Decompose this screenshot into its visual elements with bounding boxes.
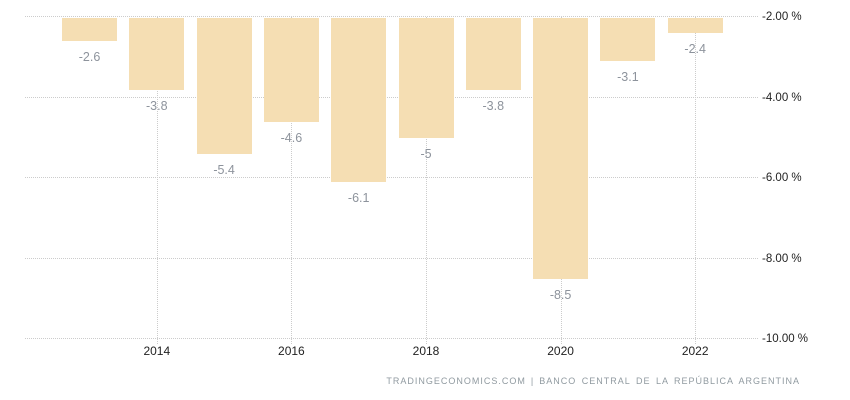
bar-value-label: -3.8 [482,98,505,113]
y-axis-tick-label: -4.00 % [762,91,802,104]
v-gridline [695,17,697,344]
bar-value-label: -8.5 [549,287,572,302]
bar[interactable] [398,18,454,138]
bar-value-label: -4.6 [280,130,303,145]
h-gridline [25,177,758,179]
bar[interactable] [196,18,252,155]
y-axis-tick-label: -2.00 % [762,11,802,23]
bar[interactable] [331,18,387,183]
x-axis-tick-label: 2014 [143,344,171,358]
y-axis-tick-label: -10.00 % [762,333,809,346]
y-axis-tick-label: -8.00 % [762,252,802,265]
h-gridline [25,96,758,98]
bar[interactable] [465,18,521,90]
bar-value-label: -3.1 [617,70,639,85]
bar-value-label: -2.4 [684,42,706,57]
bar[interactable] [533,18,589,279]
bar-value-label: -3.8 [146,98,168,113]
bar[interactable] [263,18,319,122]
chart-footer: TRADINGECONOMICS.COM | BANCO CENTRAL DE LA… [386,376,800,386]
bar-value-label: -6.1 [347,191,370,206]
v-gridline [156,17,158,344]
v-gridline [291,17,293,344]
h-gridline [25,16,758,17]
h-gridline [25,338,758,340]
h-gridline [25,257,758,259]
source-attribution[interactable]: BANCO CENTRAL DE LA REPÚBLICA ARGENTINA [539,376,800,386]
bar[interactable] [129,18,185,90]
x-axis-tick-label: 2020 [547,344,574,358]
x-axis-tick-label: 2018 [412,344,440,358]
x-axis-tick-label: 2016 [278,344,305,358]
tradingeconomics-watermark[interactable]: TRADINGECONOMICS.COM [386,376,526,386]
bar[interactable] [62,18,117,42]
bar-value-label: -5 [420,146,432,161]
bar[interactable] [667,18,723,34]
v-gridline [426,17,427,344]
bar-value-label: -5.4 [213,163,235,178]
bar[interactable] [600,18,656,62]
footer-separator: | [530,376,535,386]
y-axis-tick-label: -6.00 % [762,172,802,185]
bar-value-label: -2.6 [78,50,101,65]
x-axis-tick-label: 2022 [681,344,709,358]
